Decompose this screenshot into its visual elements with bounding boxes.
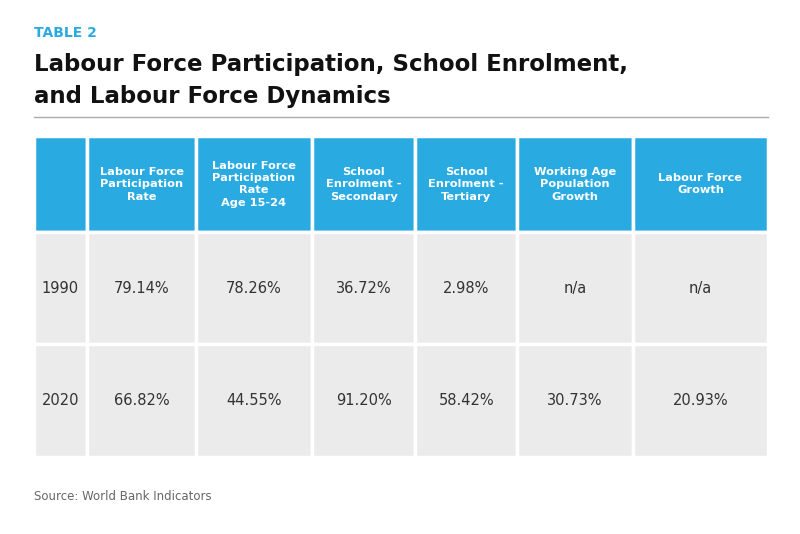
Text: 30.73%: 30.73% (547, 393, 602, 408)
Text: 1990: 1990 (42, 281, 79, 296)
Text: School
Enrolment -
Tertiary: School Enrolment - Tertiary (429, 167, 504, 202)
Text: 79.14%: 79.14% (114, 281, 170, 296)
Text: 44.55%: 44.55% (226, 393, 282, 408)
Text: School
Enrolment -
Secondary: School Enrolment - Secondary (326, 167, 402, 202)
Text: 20.93%: 20.93% (673, 393, 728, 408)
Text: n/a: n/a (563, 281, 586, 296)
Text: 2020: 2020 (42, 393, 79, 408)
Text: Labour Force
Participation
Rate: Labour Force Participation Rate (99, 167, 183, 202)
Text: 36.72%: 36.72% (336, 281, 391, 296)
Text: Labour Force
Growth: Labour Force Growth (658, 173, 742, 195)
Text: 78.26%: 78.26% (226, 281, 282, 296)
Text: 66.82%: 66.82% (114, 393, 170, 408)
Text: and Labour Force Dynamics: and Labour Force Dynamics (34, 85, 390, 108)
Text: 58.42%: 58.42% (438, 393, 494, 408)
Text: Labour Force
Participation
Rate
Age 15-24: Labour Force Participation Rate Age 15-2… (212, 161, 296, 208)
Text: 2.98%: 2.98% (443, 281, 490, 296)
Text: Source: World Bank Indicators: Source: World Bank Indicators (34, 490, 211, 503)
Text: TABLE 2: TABLE 2 (34, 26, 97, 40)
Text: Working Age
Population
Growth: Working Age Population Growth (534, 167, 616, 202)
Text: Labour Force Participation, School Enrolment,: Labour Force Participation, School Enrol… (34, 53, 628, 76)
Text: n/a: n/a (689, 281, 712, 296)
Text: 91.20%: 91.20% (336, 393, 391, 408)
